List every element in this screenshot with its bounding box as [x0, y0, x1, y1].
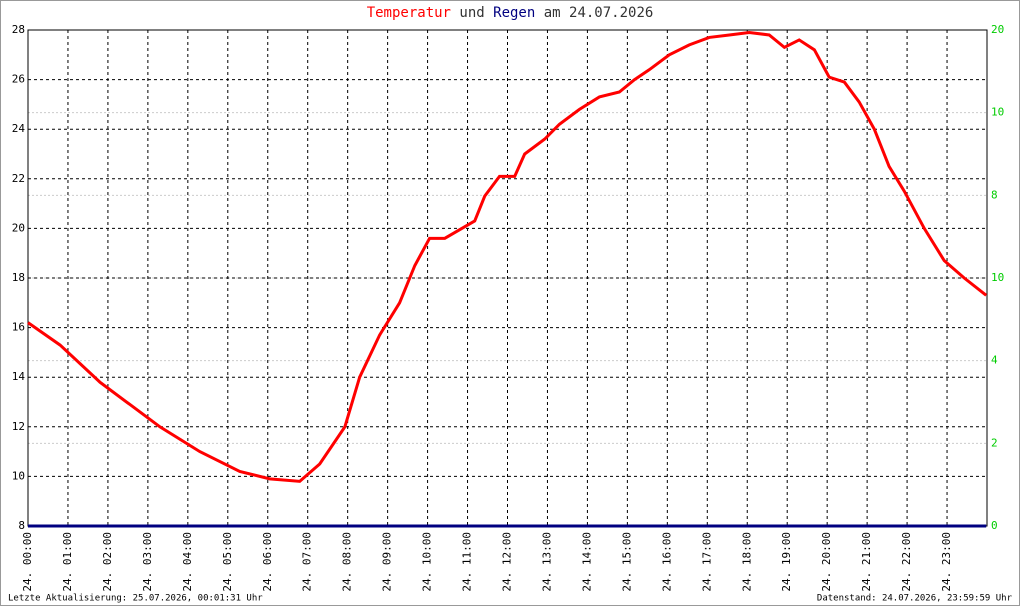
title-part: und — [451, 5, 493, 21]
y-tick-label: 10 — [12, 469, 25, 482]
x-tick-label: 24. 07:00 — [301, 532, 314, 592]
y-tick-label: 26 — [12, 73, 25, 86]
x-tick-label: 24. 00:00 — [21, 532, 34, 592]
y-tick-label: 16 — [12, 321, 25, 334]
footer-left: Letzte Aktualisierung: 25.07.2026, 00:01… — [8, 594, 263, 604]
x-tick-label: 24. 21:00 — [860, 532, 873, 592]
x-tick-label: 24. 01:00 — [61, 532, 74, 592]
y2-tick-label: 2 — [991, 436, 998, 449]
y-tick-label: 22 — [12, 172, 25, 185]
title-part: am 24.07.2026 — [535, 5, 653, 21]
data-line — [27, 30, 988, 483]
x-tick-label: 24. 02:00 — [101, 532, 114, 592]
x-tick-label: 24. 19:00 — [780, 532, 793, 592]
y2-tick-label: 10 — [991, 271, 1004, 284]
y-tick-label: 12 — [12, 420, 25, 433]
x-tick-label: 24. 09:00 — [381, 532, 394, 592]
y-tick-label: 18 — [12, 271, 25, 284]
chart-title: Temperatur und Regen am 24.07.2026 — [367, 5, 654, 21]
y2-tick-label: 10 — [991, 106, 1004, 119]
x-tick-label: 24. 11:00 — [461, 532, 474, 592]
y-tick-label: 14 — [12, 370, 26, 383]
x-tick-label: 24. 18:00 — [740, 532, 753, 592]
x-tick-label: 24. 17:00 — [700, 532, 713, 592]
y2-tick-label: 8 — [991, 188, 998, 201]
x-tick-label: 24. 08:00 — [341, 532, 354, 592]
title-part: Temperatur — [367, 5, 451, 21]
x-tick-label: 24. 05:00 — [221, 532, 234, 592]
x-tick-label: 24. 04:00 — [181, 532, 194, 592]
y2-tick-label: 4 — [991, 354, 998, 367]
title-part: Regen — [493, 5, 535, 21]
x-tick-label: 24. 14:00 — [580, 532, 593, 592]
x-tick-label: 24. 16:00 — [660, 532, 673, 592]
y2-tick-label: 20 — [991, 23, 1004, 36]
y2-tick-label: 0 — [991, 519, 998, 532]
y-tick-label: 20 — [12, 221, 25, 234]
y-tick-label: 8 — [18, 519, 25, 532]
x-tick-label: 24. 03:00 — [141, 532, 154, 592]
x-tick-label: 24. 20:00 — [820, 532, 833, 592]
x-tick-label: 24. 13:00 — [540, 532, 553, 592]
x-tick-label: 24. 23:00 — [940, 532, 953, 592]
x-tick-label: 24. 06:00 — [261, 532, 274, 592]
footer-right: Datenstand: 24.07.2026, 23:59:59 Uhr — [817, 594, 1013, 604]
x-tick-label: 24. 12:00 — [501, 532, 514, 592]
x-tick-label: 24. 15:00 — [620, 532, 633, 592]
x-tick-label: 24. 10:00 — [421, 532, 434, 592]
y-tick-label: 28 — [12, 23, 25, 36]
x-tick-label: 24. 22:00 — [900, 532, 913, 592]
y-tick-label: 24 — [12, 122, 26, 135]
